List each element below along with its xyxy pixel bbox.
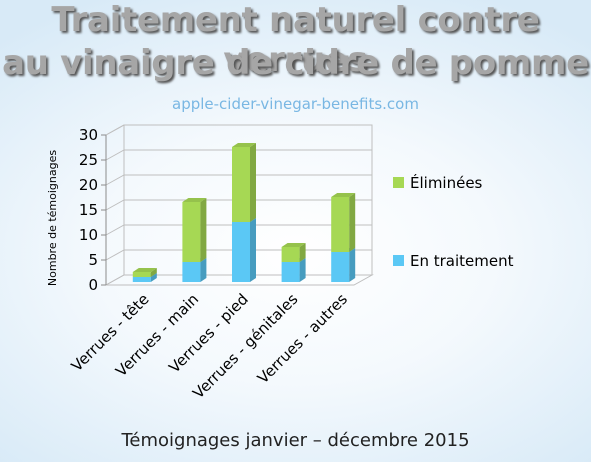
bar-eliminees-verrues-autres-front	[331, 197, 350, 252]
bar-eliminees-verrues-main	[182, 198, 207, 262]
bar-eliminees-verrues-tete-front	[132, 272, 151, 277]
bar-eliminees-verrues-genitales	[281, 243, 306, 262]
bar-eliminees-verrues-main-side	[200, 198, 207, 262]
legend-swatch-en-traitement	[393, 255, 404, 266]
y-tick-label: 25	[79, 151, 98, 169]
bar-en-traitement-verrues-tete-side	[150, 273, 157, 282]
bar-eliminees-verrues-tete-top	[132, 268, 157, 272]
chart-footer: Témoignages janvier – décembre 2015	[121, 430, 470, 451]
y-tick-label: 15	[79, 201, 98, 219]
y-tick-label: 0	[88, 276, 98, 294]
bar-en-traitement-verrues-main-side	[200, 258, 207, 282]
bar-en-traitement-verrues-pied-side	[250, 218, 256, 282]
source-url: apple-cider-vinegar-benefits.com	[172, 95, 419, 113]
y-tick-label: 5	[88, 251, 98, 269]
gridline	[105, 199, 372, 211]
bar-eliminees-verrues-pied-top	[232, 143, 256, 147]
y-axis-title: Nombre de témoignages	[46, 150, 59, 286]
y-tick-label: 30	[79, 126, 98, 144]
bar-eliminees-verrues-autres-top	[331, 193, 356, 197]
bar-en-traitement-verrues-pied-front	[232, 222, 250, 282]
title-line-2: au vinaigre de cidre de pomme	[2, 43, 589, 83]
bar-eliminees-verrues-genitales-front	[281, 247, 300, 262]
bar-eliminees-verrues-pied	[232, 143, 256, 222]
y-tick-label: 10	[79, 226, 98, 244]
gridline	[105, 174, 372, 186]
legend-label-eliminees: Éliminées	[410, 174, 483, 192]
bar-eliminees-verrues-genitales-top	[281, 243, 306, 247]
y-tick-label: 20	[79, 176, 98, 194]
bar-en-traitement-verrues-pied	[232, 218, 256, 282]
bar-eliminees-verrues-tete	[132, 268, 157, 277]
gridline	[105, 224, 372, 236]
bar-en-traitement-verrues-main-front	[182, 262, 201, 282]
bar-en-traitement-verrues-autres-front	[331, 252, 350, 282]
bar-eliminees-verrues-pied-front	[232, 147, 250, 222]
bar-en-traitement-verrues-genitales-front	[281, 262, 300, 282]
bar-eliminees-verrues-main-top	[182, 198, 207, 202]
bar-eliminees-verrues-main-front	[182, 202, 201, 262]
bar-en-traitement-verrues-autres	[331, 248, 356, 282]
bar-eliminees-verrues-autres	[331, 193, 356, 252]
bar-eliminees-verrues-tete-side	[150, 268, 157, 277]
gridline	[105, 149, 372, 161]
bar-en-traitement-verrues-genitales-side	[299, 258, 306, 282]
bar-en-traitement-verrues-autres-side	[349, 248, 356, 282]
legend-swatch-eliminees	[393, 177, 404, 188]
bar-eliminees-verrues-pied-side	[250, 143, 256, 222]
title-line-1: Traitement naturel contre verrues	[51, 0, 540, 80]
bar-en-traitement-verrues-tete-front	[132, 277, 151, 282]
x-tick-label-verrues-autres: Verrues - autres	[254, 290, 351, 387]
bar-eliminees-verrues-genitales-side	[299, 243, 306, 262]
bar-eliminees-verrues-autres-side	[349, 193, 356, 252]
gridline	[105, 124, 372, 136]
legend-label-en-traitement: En traitement	[410, 252, 514, 270]
